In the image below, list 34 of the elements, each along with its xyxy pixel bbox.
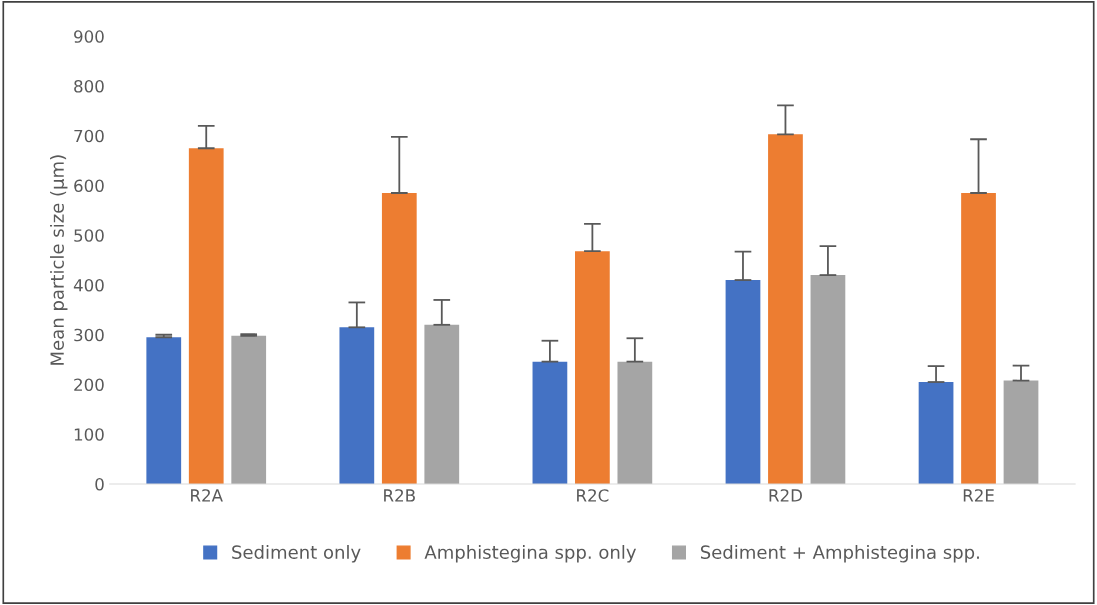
x-tick-label: R2C [577, 489, 609, 502]
bar [918, 382, 954, 484]
bar [231, 335, 267, 484]
y-tick-label: 700 [74, 129, 104, 143]
legend-label: Sediment + Amphistegina spp. [700, 545, 979, 563]
y-tick-label: 500 [74, 229, 104, 242]
bar [1003, 380, 1039, 484]
bar [575, 251, 610, 484]
bar [617, 361, 653, 484]
y-tick-label: 0 [95, 477, 104, 491]
y-axis-title: Mean particle size (μm) [50, 155, 68, 365]
bar [188, 148, 224, 484]
y-tick-label: 800 [74, 80, 104, 93]
y-tick-label: 400 [73, 278, 104, 292]
legend-label: Sediment only [232, 545, 361, 563]
x-tick-label: R2D [769, 489, 802, 502]
bar [146, 337, 182, 484]
y-tick-label: 300 [74, 328, 104, 342]
bar [810, 275, 846, 484]
bar [532, 361, 568, 484]
x-tick-label: R2E [963, 489, 994, 502]
y-tick-label: 600 [74, 179, 104, 193]
bar [424, 324, 460, 484]
y-tick-label: 100 [74, 428, 104, 441]
bar [725, 280, 761, 484]
legend-label: Amphistegina spp. only [424, 545, 637, 563]
bar [381, 192, 417, 484]
bar [768, 134, 803, 484]
x-tick-label: R2B [384, 489, 415, 502]
y-tick-label: 200 [74, 378, 104, 392]
x-tick-label: R2A [191, 489, 223, 502]
bar [339, 327, 375, 484]
y-tick-label: 900 [74, 30, 104, 43]
bar [961, 192, 996, 484]
